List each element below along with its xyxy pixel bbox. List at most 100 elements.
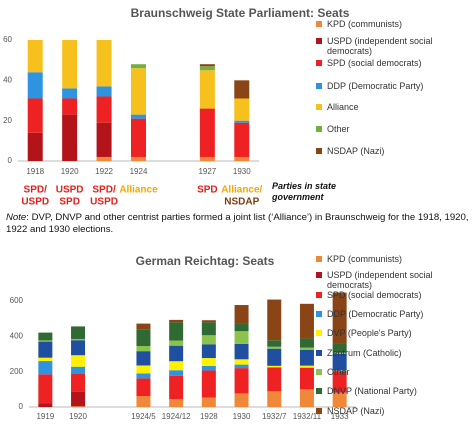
- bar-segment: [27, 98, 43, 133]
- y-tick-label: 40: [3, 75, 12, 84]
- legend-item: Alliance: [316, 102, 466, 112]
- bar-segment: [136, 346, 151, 352]
- x-tick-label: 1922: [95, 167, 113, 176]
- government-label: SPD: [197, 185, 218, 196]
- legend-swatch: [316, 38, 322, 44]
- legend-label: Zentrum (Catholic): [327, 348, 402, 358]
- legend-label: DDP (Democratic Party): [327, 81, 424, 91]
- chart-title: German Reichtag: Seats: [136, 254, 275, 268]
- y-tick-label: 20: [3, 116, 12, 125]
- bar-segment: [332, 370, 347, 372]
- bar-segment: [136, 373, 151, 379]
- bar-segment: [169, 345, 184, 362]
- bar-segment: [234, 80, 250, 99]
- bar-segment: [169, 375, 184, 400]
- bar-segment: [169, 370, 184, 376]
- bar-segment: [234, 368, 249, 394]
- bar-segment: [199, 64, 215, 67]
- bar-segment: [267, 348, 282, 366]
- bar-segment: [267, 299, 282, 341]
- bar-segment: [201, 322, 216, 336]
- bar-segment: [332, 392, 347, 407]
- x-tick-label: 1930: [233, 412, 251, 421]
- bar-segment: [96, 122, 112, 157]
- bar-segment: [332, 353, 347, 371]
- bar-segment: [267, 346, 282, 349]
- x-tick-label: 1924/12: [162, 412, 191, 421]
- bar-segment: [38, 340, 53, 342]
- bar-segment: [267, 367, 282, 368]
- legend-label: Alliance: [327, 102, 359, 112]
- y-tick-label: 600: [10, 296, 24, 305]
- note-label: Note: [6, 212, 27, 223]
- bar-segment: [136, 351, 151, 366]
- note-text: : DVP, DNVP and other centrist parties f…: [6, 212, 469, 235]
- legend-label: USPD (independent social democrats): [327, 270, 433, 290]
- legend-item: DVP (People's Party): [316, 328, 466, 338]
- bar-segment: [201, 344, 216, 359]
- y-tick-label: 0: [8, 156, 13, 165]
- bar-segment: [131, 114, 146, 119]
- bar-segment: [299, 389, 314, 407]
- legend-swatch: [316, 330, 322, 336]
- legend-label: Other: [327, 124, 350, 134]
- legend-item: KPD (communists): [316, 19, 466, 29]
- x-tick-label: 1927: [198, 167, 216, 176]
- bar-segment: [234, 305, 249, 324]
- bar-segment: [199, 66, 215, 71]
- bar-segment: [38, 332, 53, 341]
- legend-swatch: [316, 83, 322, 89]
- bar-segment: [169, 319, 184, 323]
- bar-segment: [71, 406, 86, 407]
- bar-segment: [234, 323, 249, 332]
- bar-segment: [27, 72, 43, 99]
- bar-segment: [199, 156, 215, 161]
- legend-label: NSDAP (Nazi): [327, 406, 385, 416]
- legend-swatch: [316, 350, 322, 356]
- bar-segment: [267, 367, 282, 392]
- note: Note: DVP, DNVP and other centrist parti…: [6, 212, 471, 236]
- legend-item: USPD (independent social democrats): [316, 270, 466, 290]
- bar-segment: [62, 98, 78, 115]
- x-tick-label: 1930: [233, 167, 251, 176]
- bar-segment: [299, 338, 314, 348]
- legend-item: Other: [316, 124, 466, 134]
- bar-segment: [234, 122, 250, 157]
- x-tick-label: 1920: [61, 167, 79, 176]
- bar-segment: [71, 338, 86, 341]
- legend-item: Zentrum (Catholic): [316, 348, 466, 358]
- legend-swatch: [316, 256, 322, 262]
- y-tick-label: 200: [10, 367, 24, 376]
- bar-segment: [234, 98, 250, 121]
- government-label: Alliance/: [221, 185, 262, 196]
- x-tick-label: 1924/5: [131, 412, 156, 421]
- bar-segment: [131, 64, 146, 69]
- bar-segment: [201, 335, 216, 345]
- bar-segment: [62, 40, 78, 89]
- legend-label: SPD (social democrats): [327, 58, 422, 68]
- legend-label: KPD (communists): [327, 19, 403, 29]
- bar-segment: [201, 320, 216, 323]
- government-label: NSDAP: [224, 197, 259, 208]
- bar-segment: [299, 349, 314, 366]
- bar-segment: [267, 340, 282, 347]
- legend-item: DDP (Democratic Party): [316, 309, 466, 319]
- bar-segment: [169, 340, 184, 346]
- x-tick-label: 1932/7: [262, 412, 287, 421]
- bar-segment: [201, 370, 216, 398]
- legend-label: DDP (Democratic Party): [327, 309, 424, 319]
- bar-segment: [136, 323, 151, 330]
- legend-label: DVP (People's Party): [327, 328, 412, 338]
- bar-segment: [71, 326, 86, 339]
- bar-segment: [199, 70, 215, 109]
- government-label: Alliance: [119, 185, 158, 196]
- bar-segment: [332, 343, 347, 353]
- legend-swatch: [316, 292, 322, 298]
- bar-segment: [299, 303, 314, 339]
- bar-segment: [38, 361, 53, 375]
- bar-segment: [71, 340, 86, 356]
- bar-segment: [234, 359, 249, 365]
- bar-segment: [299, 347, 314, 350]
